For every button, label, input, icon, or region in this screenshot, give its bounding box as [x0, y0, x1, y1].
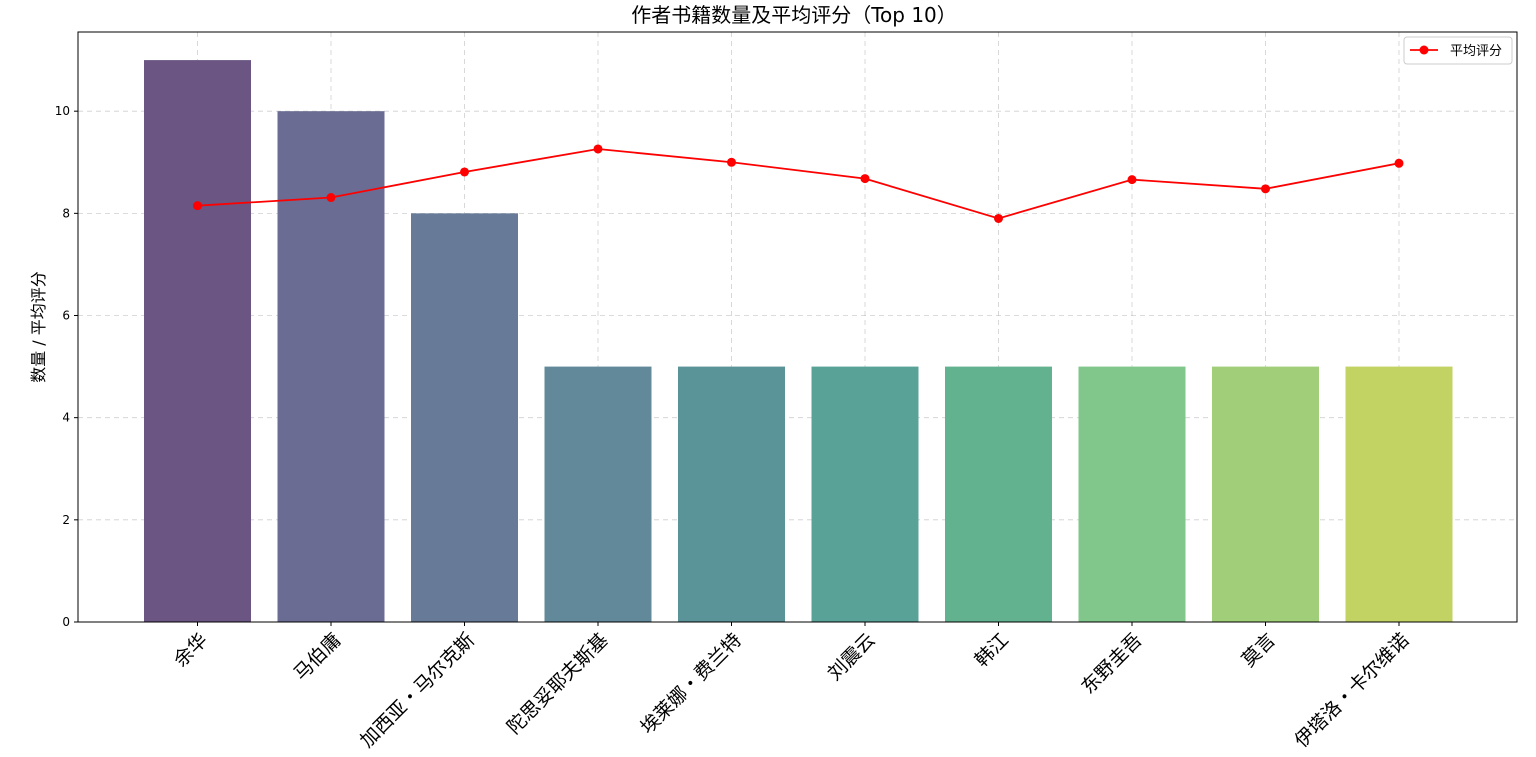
- average-rating-point: [1394, 158, 1404, 168]
- x-tick-label: 马伯庸: [290, 629, 346, 685]
- legend: 平均评分: [1403, 36, 1513, 65]
- bar: [544, 366, 652, 622]
- average-rating-point: [460, 167, 469, 177]
- x-tick-label: 伊塔洛・卡尔维诺: [1290, 629, 1413, 752]
- average-rating-point: [1127, 175, 1137, 185]
- x-tick-label: 莫言: [1238, 629, 1280, 671]
- legend-marker: [1419, 45, 1429, 55]
- y-axis-label: 数量 / 平均评分: [29, 271, 48, 383]
- x-axis-ticks: 余华 马伯庸 加西亚・马尔克斯 陀思妥耶夫斯基 埃莱娜・费兰特 刘震云 韩江 东野圭吾 莫言 伊塔…: [170, 622, 1414, 752]
- legend-box: [1403, 36, 1513, 65]
- bar: [811, 366, 919, 622]
- bar: [945, 366, 1052, 622]
- legend-label: 平均评分: [1450, 44, 1502, 59]
- bar: [1345, 366, 1453, 622]
- average-rating-point: [994, 213, 1003, 223]
- x-tick-label: 加西亚・马尔克斯: [356, 629, 479, 752]
- bar: [277, 111, 385, 622]
- bar-series: [144, 60, 1453, 623]
- bar: [678, 366, 785, 622]
- average-rating-point: [193, 201, 202, 211]
- y-tick-label: 8: [62, 206, 70, 220]
- bar: [144, 60, 251, 623]
- average-rating-point: [593, 144, 603, 154]
- average-rating-line: [193, 144, 1404, 223]
- x-tick-label: 余华: [170, 629, 212, 671]
- x-tick-label: 埃莱娜・费兰特: [636, 629, 746, 739]
- x-tick-label: 韩江: [971, 629, 1013, 671]
- y-tick-label: 6: [62, 309, 70, 323]
- y-tick-label: 2: [62, 513, 70, 527]
- bar: [411, 213, 518, 623]
- plot-area-frame: [77, 31, 1518, 623]
- x-tick-label: 东野圭吾: [1077, 629, 1146, 698]
- y-tick-label: 4: [62, 411, 70, 425]
- y-tick-label: 10: [55, 104, 70, 118]
- average-rating-polyline: [197, 148, 1400, 220]
- x-tick-label: 刘震云: [824, 629, 880, 685]
- x-tick-label: 陀思妥耶夫斯基: [503, 629, 613, 739]
- chart-title: 作者书籍数量及平均评分（Top 10）: [631, 3, 957, 27]
- average-rating-point: [1261, 184, 1270, 194]
- bar: [1078, 366, 1186, 622]
- bar: [1212, 366, 1319, 622]
- average-rating-point: [727, 157, 736, 167]
- average-rating-point: [326, 193, 336, 203]
- y-tick-label: 0: [62, 615, 70, 629]
- average-rating-point: [860, 174, 870, 184]
- y-axis-ticks: 0 2 4 6 8 10: [55, 104, 78, 629]
